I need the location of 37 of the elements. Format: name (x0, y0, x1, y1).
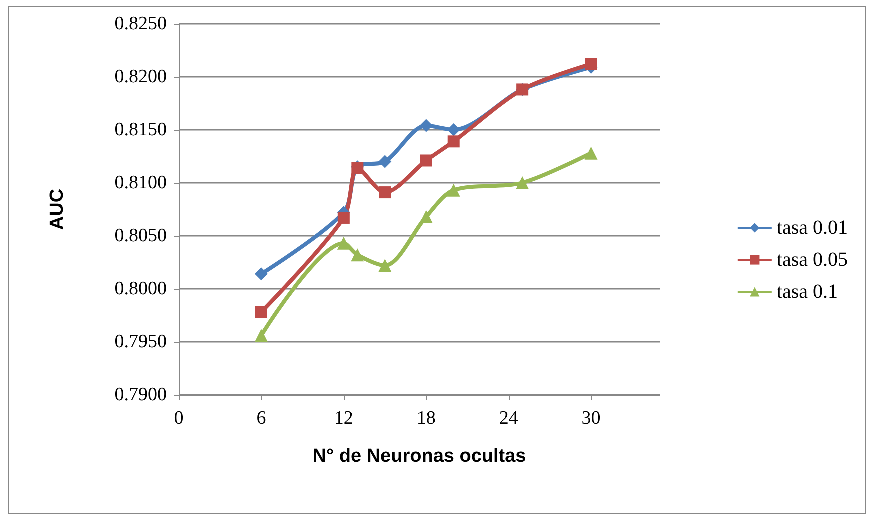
x-tick-label: 18 (416, 408, 436, 429)
point (337, 236, 350, 250)
x-tick-label: 24 (499, 408, 519, 429)
x-tick-label: 0 (174, 408, 184, 429)
x-tick-label: 30 (582, 408, 601, 429)
point (420, 210, 433, 224)
point (584, 146, 598, 160)
x-tick-label: 12 (334, 408, 354, 429)
point (447, 124, 460, 136)
point (254, 268, 268, 281)
point (448, 136, 460, 148)
point (378, 155, 392, 168)
point (254, 329, 268, 342)
legend-label: tasa 0.1 (776, 281, 838, 303)
y-tick-label: 0.7900 (114, 384, 167, 406)
point (255, 306, 268, 318)
y-tick-label: 0.7950 (114, 332, 167, 352)
x-axis-title: N° de Neuronas ocultas (312, 446, 526, 467)
point (420, 119, 433, 132)
point (338, 212, 350, 224)
x-tick-label: 6 (256, 408, 266, 429)
y-tick-label: 0.8250 (114, 14, 167, 34)
y-tick-label: 0.8200 (114, 66, 167, 88)
point (516, 176, 530, 190)
y-tick-label: 0.8050 (114, 226, 167, 246)
y-tick-label: 0.8000 (114, 278, 167, 300)
y-axis-title: AUC (47, 188, 68, 230)
point (585, 58, 598, 70)
y-tick-label: 0.8150 (114, 120, 167, 140)
point (420, 154, 432, 167)
point (378, 259, 392, 272)
legend-label: tasa 0.01 (776, 217, 848, 239)
point (379, 186, 392, 199)
legend-label: tasa 0.05 (776, 249, 848, 271)
y-tick-label: 0.8100 (114, 172, 167, 194)
point (447, 184, 460, 197)
point (351, 248, 364, 262)
